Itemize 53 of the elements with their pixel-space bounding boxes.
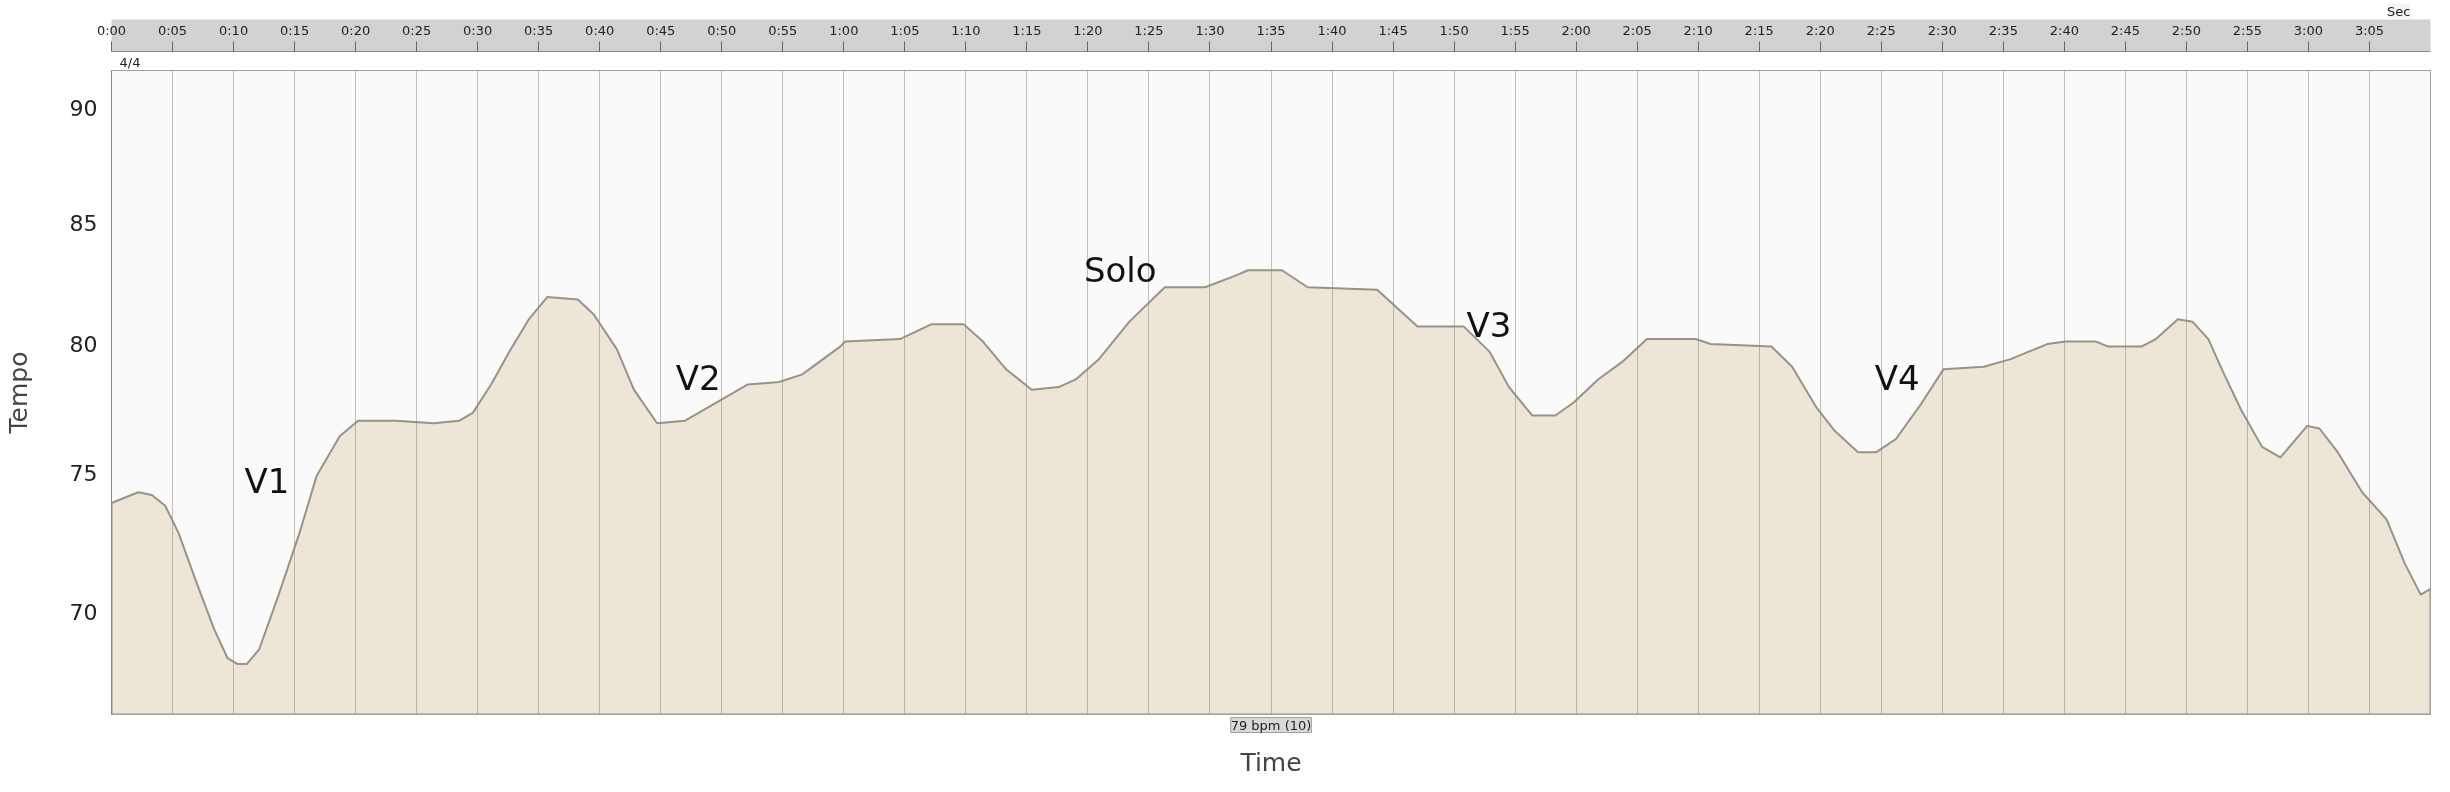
x-tick-label: 1:45 — [1378, 22, 1408, 38]
y-tick-label: 70 — [69, 599, 98, 625]
annotation: V2 — [675, 357, 721, 398]
x-tick-label: 1:50 — [1439, 22, 1469, 38]
x-tick-label: 2:45 — [2110, 22, 2140, 38]
x-tick-label: 0:40 — [585, 22, 615, 38]
x-tick-label: 1:40 — [1317, 22, 1347, 38]
annotation: V4 — [1874, 357, 1920, 398]
x-tick-label: 2:40 — [2049, 22, 2079, 38]
annotation: V3 — [1466, 304, 1512, 345]
x-tick-label: 1:15 — [1012, 22, 1042, 38]
x-tick-label: 0:35 — [524, 22, 554, 38]
x-tick-label: 1:20 — [1073, 22, 1103, 38]
x-tick-label: 0:10 — [218, 22, 249, 38]
x-tick-label: 2:50 — [2171, 22, 2201, 38]
x-tick-label: 1:35 — [1256, 22, 1286, 38]
x-tick-label: 1:25 — [1134, 22, 1164, 38]
x-tick-label: 2:20 — [1805, 22, 1835, 38]
x-tick-label: 0:50 — [707, 22, 737, 38]
annotation: V1 — [244, 460, 290, 501]
x-axis-title: Time — [1239, 747, 1302, 777]
text: 4/4 — [119, 54, 141, 70]
x-tick-label: 0:25 — [402, 22, 432, 38]
x-tick-label: 0:00 — [96, 22, 127, 38]
y-tick-label: 90 — [69, 96, 98, 121]
x-tick-label: 2:25 — [1866, 22, 1896, 38]
text: 79 bpm (10) — [1230, 717, 1312, 733]
x-tick-label: 2:55 — [2232, 22, 2263, 38]
x-tick-label: 0:05 — [157, 22, 188, 38]
x-tick-label: 2:00 — [1561, 22, 1591, 38]
x-tick-label: 2:35 — [1988, 22, 2018, 38]
x-tick-label: 0:20 — [341, 22, 371, 38]
x-tick-label: 0:15 — [279, 22, 310, 38]
x-tick-label: 3:05 — [2354, 22, 2385, 38]
x-tick-label: 1:00 — [829, 22, 859, 38]
y-tick-label: 75 — [69, 461, 98, 487]
text: Sec — [2387, 3, 2411, 19]
x-tick-label: 0:30 — [463, 22, 493, 38]
y-axis-title: Tempo — [3, 351, 33, 435]
annotation: Solo — [1083, 250, 1157, 291]
x-tick-label: 2:15 — [1744, 22, 1774, 38]
x-tick-label: 2:05 — [1622, 22, 1652, 38]
x-tick-label: 1:30 — [1195, 22, 1225, 38]
x-tick-label: 1:10 — [951, 22, 981, 38]
y-tick-label: 85 — [69, 210, 98, 236]
x-tick-label: 1:55 — [1500, 22, 1530, 38]
x-tick-label: 2:30 — [1927, 22, 1957, 38]
x-tick-label: 3:00 — [2293, 22, 2324, 38]
x-tick-label: 1:05 — [890, 22, 920, 38]
x-tick-label: 0:55 — [768, 22, 798, 38]
y-tick-label: 80 — [69, 332, 98, 358]
x-tick-label: 0:45 — [646, 22, 676, 38]
x-tick-label: 2:10 — [1683, 22, 1713, 38]
